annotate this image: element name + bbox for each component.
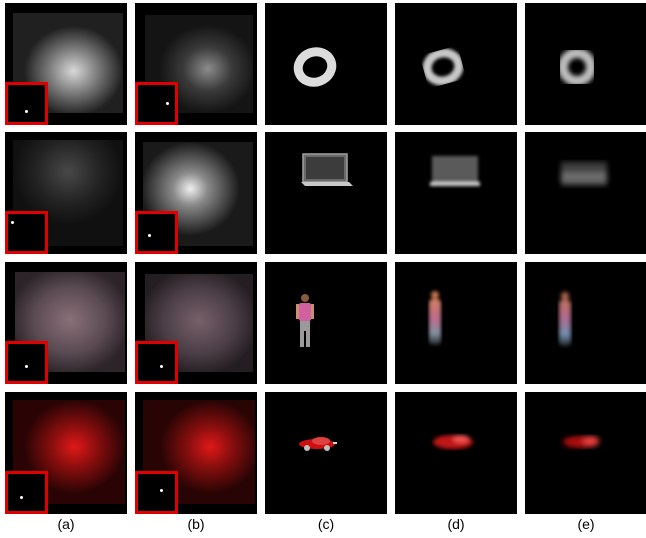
panel-row3-col-e	[525, 262, 646, 384]
inset-box	[135, 471, 178, 514]
panel-row1-col-c	[265, 3, 387, 125]
column-label-b: (b)	[187, 516, 205, 532]
panel-row3-col-c	[265, 262, 387, 384]
light-source-dot	[20, 496, 23, 499]
inset-box	[5, 82, 48, 125]
light-source-dot	[11, 221, 14, 224]
panel-row3-col-a	[5, 262, 127, 384]
inset-box	[5, 211, 48, 254]
panel-row4-col-c	[265, 392, 387, 514]
panel-row1-col-e	[525, 3, 646, 125]
panel-row4-col-a	[5, 392, 127, 514]
light-source-dot	[25, 110, 28, 113]
panel-row2-col-e	[525, 132, 646, 254]
light-source-dot	[148, 234, 151, 237]
light-source-dot	[166, 102, 169, 105]
inset-box	[5, 471, 48, 514]
panel-row3-col-b	[135, 262, 257, 384]
inset-box	[135, 82, 178, 125]
light-source-dot	[160, 365, 163, 368]
panel-row2-col-a	[5, 132, 127, 254]
panel-row3-col-d	[395, 262, 517, 384]
panel-row4-col-d	[395, 392, 517, 514]
panel-row2-col-c	[265, 132, 387, 254]
panel-row1-col-a	[5, 3, 127, 125]
column-label-e: (e)	[577, 516, 595, 532]
panel-row4-col-b	[135, 392, 257, 514]
column-label-a: (a)	[57, 516, 75, 532]
light-source-dot	[25, 365, 28, 368]
panel-row1-col-d	[395, 3, 517, 125]
column-label-c: (c)	[317, 516, 335, 532]
panel-row4-col-e	[525, 392, 646, 514]
light-source-dot	[160, 489, 163, 492]
panel-row2-col-b	[135, 132, 257, 254]
panel-row1-col-b	[135, 3, 257, 125]
panel-row2-col-d	[395, 132, 517, 254]
inset-box	[5, 341, 48, 384]
column-label-d: (d)	[447, 516, 465, 532]
inset-box	[135, 341, 178, 384]
inset-box	[135, 211, 178, 254]
